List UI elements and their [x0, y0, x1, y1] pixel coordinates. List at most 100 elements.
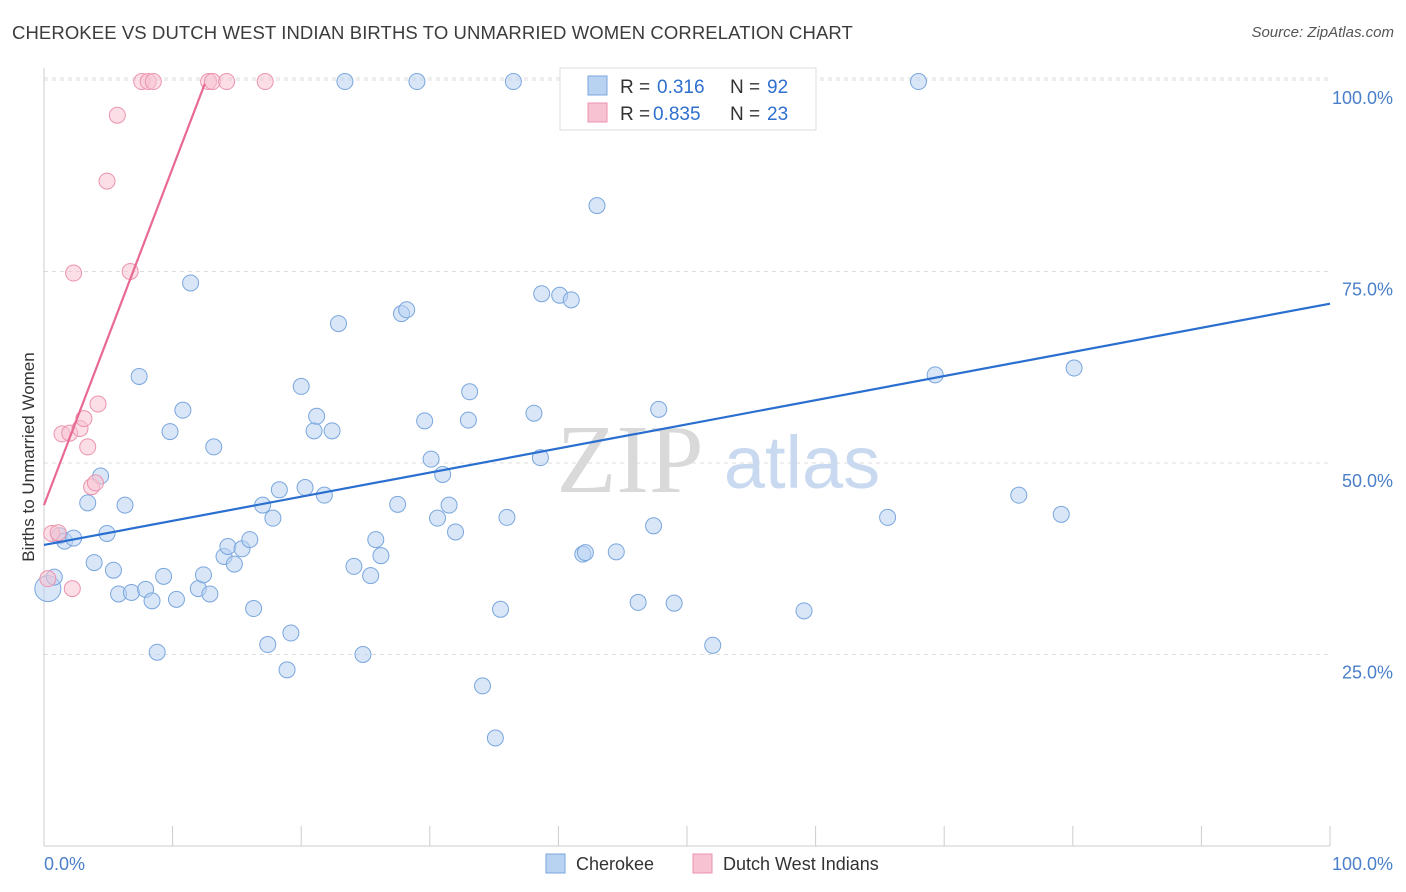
cherokee-point: [143, 592, 161, 610]
bottom-legend-label-dutch: Dutch West Indians: [723, 854, 879, 874]
cherokee-point: [270, 481, 288, 499]
cherokee-point: [305, 422, 323, 440]
cherokee-point: [562, 291, 580, 309]
cherokee-point: [116, 496, 134, 514]
cherokee-point: [389, 495, 407, 513]
cherokee-point: [422, 450, 440, 468]
legend-n-label-cherokee: N =: [730, 77, 760, 98]
cherokee-point: [1065, 359, 1083, 377]
series-dutch-west-indians: [39, 73, 274, 598]
cherokee-point: [345, 557, 363, 575]
trend-line-cherokee: [43, 302, 1331, 547]
y-tick-label-50: 50.0%: [1342, 471, 1393, 491]
dutch-point: [89, 395, 107, 413]
legend-r-value-dutch: 0.835: [653, 104, 701, 125]
cherokee-point: [85, 554, 103, 572]
cherokee-point: [155, 567, 173, 585]
cherokee-point: [576, 544, 594, 562]
cherokee-point: [440, 496, 458, 514]
cherokee-point: [174, 401, 192, 419]
cherokee-point: [329, 315, 347, 333]
cherokee-point: [241, 531, 259, 549]
x-tick-label-min: 0.0%: [44, 854, 85, 874]
cherokee-point: [161, 423, 179, 441]
dutch-point: [39, 570, 57, 588]
cherokee-point: [104, 561, 122, 579]
cherokee-point: [607, 543, 625, 561]
cherokee-point: [461, 383, 479, 401]
stats-legend: R = 0.316 N = 92 R = 0.835 N = 23: [559, 67, 817, 131]
cherokee-point: [498, 508, 516, 526]
trend-line-dutch: [42, 83, 206, 506]
cherokee-point: [122, 583, 140, 601]
cherokee-point: [1010, 486, 1028, 504]
cherokee-point: [525, 404, 543, 422]
dutch-point: [256, 73, 274, 91]
x-axis-ticks: [43, 826, 1331, 846]
cherokee-point: [1052, 505, 1070, 523]
cherokee-point: [259, 636, 277, 654]
cherokee-point: [296, 479, 314, 497]
y-tick-label-75: 75.0%: [1342, 280, 1393, 300]
cherokee-point: [665, 594, 683, 612]
dutch-point: [65, 264, 83, 282]
trend-lines: [42, 83, 1331, 547]
cherokee-point: [704, 636, 722, 654]
cherokee-point: [533, 285, 551, 303]
cherokee-point: [588, 197, 606, 215]
y-tick-labels: 25.0% 50.0% 75.0% 100.0%: [1332, 88, 1393, 683]
cherokee-point: [323, 422, 341, 440]
y-axis-label: Births to Unmarried Women: [19, 352, 38, 561]
cherokee-point: [336, 73, 354, 91]
cherokee-point: [429, 509, 447, 527]
chart-title: CHEROKEE VS DUTCH WEST INDIAN BIRTHS TO …: [12, 22, 853, 43]
y-tick-label-100: 100.0%: [1332, 88, 1393, 108]
dutch-point: [79, 438, 97, 456]
cherokee-point: [492, 600, 510, 618]
legend-n-value-dutch: 23: [767, 104, 788, 125]
cherokee-point: [795, 602, 813, 620]
cherokee-point: [486, 729, 504, 747]
cherokee-point: [367, 531, 385, 549]
cherokee-point: [354, 646, 372, 663]
dutch-point: [144, 73, 162, 91]
bottom-legend-swatch-cherokee: [545, 853, 566, 874]
cherokee-point: [201, 585, 219, 603]
dutch-point: [49, 524, 67, 542]
cherokee-point: [629, 593, 647, 611]
cherokee-point: [474, 677, 492, 695]
dutch-point: [86, 474, 104, 492]
dutch-point: [218, 73, 236, 91]
cherokee-point: [504, 73, 522, 91]
cherokee-point: [292, 377, 310, 395]
cherokee-point: [372, 547, 390, 565]
cherokee-point: [308, 407, 326, 425]
cherokee-point: [219, 537, 237, 555]
cherokee-point: [398, 301, 416, 319]
cherokee-point: [926, 366, 944, 384]
cherokee-point: [182, 274, 200, 292]
legend-n-label-dutch: N =: [730, 104, 760, 125]
cherokee-point: [167, 590, 185, 608]
cherokee-point: [879, 508, 897, 526]
cherokee-point: [130, 367, 148, 385]
dutch-point: [203, 73, 221, 91]
cherokee-point: [650, 400, 668, 418]
y-tick-label-25: 25.0%: [1342, 663, 1393, 683]
cherokee-point: [315, 486, 333, 504]
bottom-legend-swatch-dutch: [692, 853, 713, 874]
legend-r-value-cherokee: 0.316: [657, 77, 705, 98]
cherokee-point: [362, 567, 380, 585]
series-legend: Cherokee Dutch West Indians: [545, 853, 879, 874]
cherokee-point: [447, 523, 465, 541]
bottom-legend-label-cherokee: Cherokee: [576, 854, 654, 874]
cherokee-point: [909, 73, 927, 91]
cherokee-point: [79, 494, 97, 512]
cherokee-point: [225, 555, 243, 573]
watermark-atlas: atlas: [724, 421, 880, 504]
cherokee-point: [194, 566, 212, 584]
watermark-zip: ZIP: [557, 406, 704, 514]
legend-n-value-cherokee: 92: [767, 77, 788, 98]
cherokee-point: [416, 412, 434, 430]
legend-swatch-cherokee: [587, 75, 608, 96]
